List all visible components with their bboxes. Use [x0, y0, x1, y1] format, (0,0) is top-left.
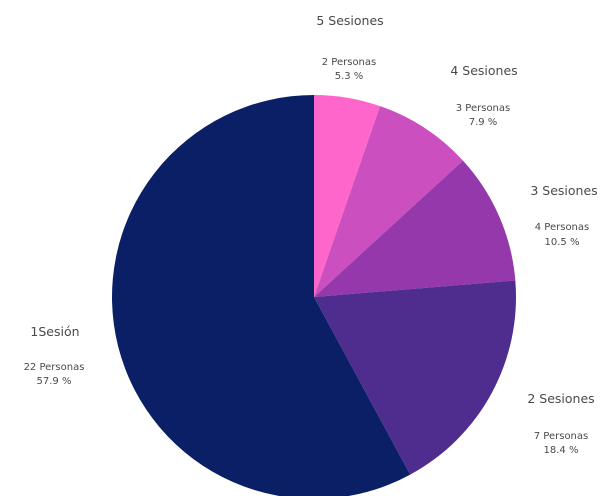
slice-people-1-sesion: 22 Personas	[24, 362, 85, 373]
slice-percent-4-sesiones: 7.9 %	[469, 117, 498, 128]
label-group-2-sesiones: 2 Sesiones 7 Personas 18.4 %	[527, 391, 594, 456]
slice-label-2-sesiones: 2 Sesiones	[527, 391, 594, 406]
label-group-3-sesiones: 3 Sesiones 4 Personas 10.5 %	[530, 183, 597, 248]
slice-label-1-sesion: 1Sesión	[30, 324, 79, 339]
label-group-5-sesiones: 5 Sesiones 2 Personas 5.3 %	[316, 13, 383, 82]
pie-slice-1sesi-n	[112, 95, 411, 496]
label-group-1-sesion: 1Sesión 22 Personas 57.9 %	[24, 324, 85, 387]
slice-percent-1-sesion: 57.9 %	[37, 376, 72, 387]
pie-slice-2-sesiones	[314, 280, 516, 475]
slice-people-3-sesiones: 4 Personas	[535, 222, 589, 233]
slice-percent-5-sesiones: 5.3 %	[335, 71, 364, 82]
slice-people-4-sesiones: 3 Personas	[456, 103, 510, 114]
pie-slice-4-sesiones	[314, 106, 463, 297]
pie-slices	[112, 95, 516, 496]
slice-people-2-sesiones: 7 Personas	[534, 431, 588, 442]
slice-label-4-sesiones: 4 Sesiones	[450, 63, 517, 78]
slice-percent-3-sesiones: 10.5 %	[545, 237, 580, 248]
slice-people-5-sesiones: 2 Personas	[322, 57, 376, 68]
slice-label-5-sesiones: 5 Sesiones	[316, 13, 383, 28]
slice-label-3-sesiones: 3 Sesiones	[530, 183, 597, 198]
slice-percent-2-sesiones: 18.4 %	[544, 445, 579, 456]
label-group-4-sesiones: 4 Sesiones 3 Personas 7.9 %	[450, 63, 517, 128]
pie-slice-3-sesiones	[314, 160, 516, 297]
pie-slice-5-sesiones	[314, 95, 381, 297]
